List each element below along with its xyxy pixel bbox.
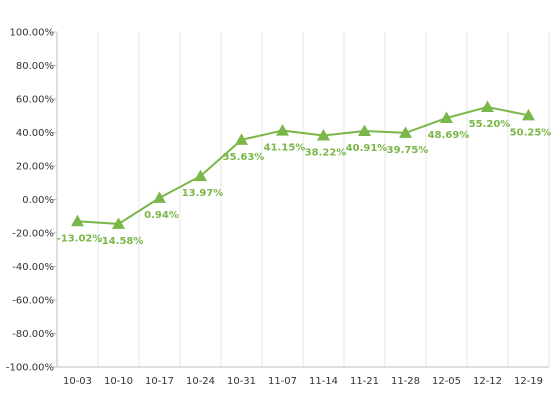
data-label: 0.94% xyxy=(144,210,179,221)
x-tick-label: 10-31 xyxy=(227,376,256,387)
data-point-marker xyxy=(317,128,330,141)
data-label: 50.25% xyxy=(510,127,552,138)
y-tick-label: 40.00% xyxy=(16,128,54,139)
data-point-marker xyxy=(481,100,494,113)
x-tick-label: 11-14 xyxy=(309,376,338,387)
x-tick-label: 10-17 xyxy=(145,376,174,387)
y-tick-label: -60.00% xyxy=(12,296,54,307)
data-labels: -13.02%-14.58% 0.94%13.97% 35.63%41.15% 38.… xyxy=(57,119,552,247)
y-tick-label: 0.00% xyxy=(22,195,54,206)
data-point-marker xyxy=(71,214,84,227)
x-tick-label: 11-21 xyxy=(350,376,379,387)
data-label: 41.15% xyxy=(264,143,306,154)
series xyxy=(71,100,535,229)
y-tick-label: -40.00% xyxy=(12,262,54,273)
data-label: 35.63% xyxy=(223,152,265,163)
data-point-marker xyxy=(276,124,289,136)
y-axis-ticks: 100.00% 80.00% 60.00% 40.00% 20.00% 0.00% -20.… xyxy=(6,28,57,374)
data-point-marker xyxy=(153,191,166,203)
y-tick-label: 100.00% xyxy=(10,28,55,39)
x-tick-label: 12-19 xyxy=(514,376,543,387)
x-tick-label: 11-07 xyxy=(268,376,297,387)
y-tick-label: 60.00% xyxy=(16,95,54,106)
data-label: 38.22% xyxy=(305,147,347,158)
data-point-marker xyxy=(112,217,125,229)
data-point-marker xyxy=(399,126,412,138)
x-tick-label: 12-12 xyxy=(473,376,502,387)
data-label: -13.02% xyxy=(57,233,103,244)
data-point-marker xyxy=(440,111,453,123)
y-tick-label: 80.00% xyxy=(16,61,54,72)
y-tick-label: -80.00% xyxy=(12,329,54,340)
data-label: 13.97% xyxy=(182,188,224,199)
data-label: 39.75% xyxy=(387,145,429,156)
y-tick-label: -20.00% xyxy=(12,229,54,240)
data-point-marker xyxy=(522,108,535,121)
grid xyxy=(97,32,550,367)
data-point-marker xyxy=(235,133,248,145)
x-tick-label: 11-28 xyxy=(391,376,420,387)
data-label: -14.58% xyxy=(98,236,144,247)
x-tick-label: 10-24 xyxy=(186,376,215,387)
data-label: 55.20% xyxy=(469,119,511,130)
data-point-marker xyxy=(358,124,371,136)
y-tick-label: 20.00% xyxy=(16,162,54,173)
x-axis-ticks: 10-03 10-10 10-17 10-24 10-31 11-07 11-14 11-21… xyxy=(63,376,543,387)
data-label: 48.69% xyxy=(428,130,470,141)
x-tick-label: 12-05 xyxy=(432,376,461,387)
data-point-marker xyxy=(194,169,207,182)
series-line xyxy=(77,106,529,225)
x-tick-label: 10-03 xyxy=(63,376,92,387)
y-tick-label: -100.00% xyxy=(6,363,54,374)
x-tick-label: 10-10 xyxy=(104,376,133,387)
data-label: 40.91% xyxy=(346,143,388,154)
